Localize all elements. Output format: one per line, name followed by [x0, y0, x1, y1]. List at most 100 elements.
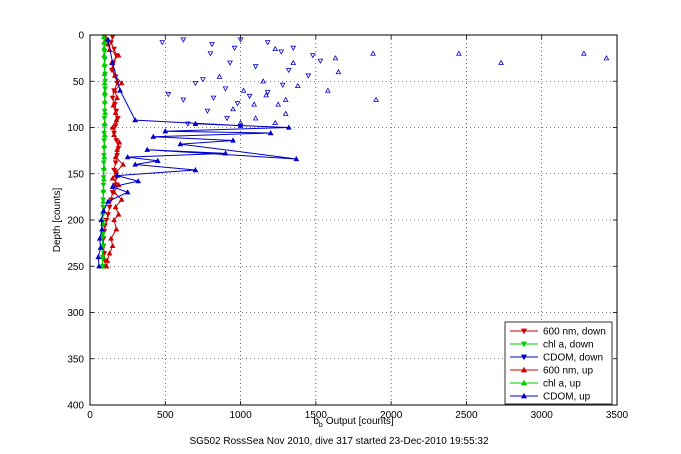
series-4	[99, 33, 108, 269]
data-point	[135, 178, 142, 184]
data-point	[109, 95, 116, 101]
data-point	[159, 40, 166, 46]
legend-label: CDOM, down	[543, 353, 603, 364]
data-point	[113, 226, 120, 232]
y-tick-label: 100	[67, 123, 84, 134]
data-point	[498, 59, 504, 65]
data-point	[222, 150, 229, 156]
data-point	[263, 92, 270, 98]
y-tick-label: 250	[67, 262, 84, 273]
data-point	[162, 128, 169, 134]
data-point	[96, 263, 102, 269]
data-point	[103, 263, 110, 269]
legend-marker	[520, 328, 528, 335]
data-point	[111, 167, 117, 174]
data-point	[192, 167, 199, 173]
y-tick-label: 350	[67, 354, 84, 365]
data-point	[124, 154, 131, 160]
legend: 600 nm, down chl a, down CDOM, down 600 nm,…	[504, 321, 613, 405]
data-point	[115, 211, 122, 217]
data-point	[118, 196, 125, 202]
legend-marker	[520, 392, 528, 399]
data-point	[222, 86, 229, 92]
data-point	[100, 160, 107, 166]
series-2	[159, 37, 324, 127]
data-point	[101, 142, 108, 149]
data-point	[192, 80, 199, 87]
data-point	[116, 139, 123, 145]
data-point	[111, 189, 117, 195]
data-point	[102, 120, 108, 126]
data-point	[109, 175, 116, 181]
data-point	[285, 67, 292, 74]
y-tick-label: 150	[67, 169, 84, 180]
data-point	[100, 198, 107, 204]
data-point	[111, 131, 117, 138]
data-point	[603, 55, 610, 61]
data-point	[305, 73, 312, 79]
data-point	[165, 92, 172, 98]
data-point	[210, 95, 217, 101]
legend-label: 600 nm, down	[543, 327, 606, 338]
data-point	[209, 42, 215, 48]
data-point	[113, 168, 120, 175]
data-point	[101, 52, 108, 58]
data-point	[105, 212, 111, 218]
x-tick-label: 1500	[305, 410, 328, 421]
data-point	[132, 117, 139, 123]
legend-marker	[520, 366, 528, 373]
grid-lines	[90, 35, 617, 405]
data-point	[99, 253, 106, 260]
data-point	[373, 96, 379, 102]
data-point	[252, 64, 259, 70]
data-point	[112, 154, 119, 160]
x-axis-label-text: Output [counts]	[326, 416, 394, 427]
data-point	[101, 116, 108, 122]
data-point	[105, 36, 111, 42]
data-point	[124, 189, 131, 195]
data-point	[234, 101, 241, 107]
x-tick-label: 3000	[531, 410, 554, 421]
data-point	[96, 235, 103, 241]
data-point	[106, 250, 113, 256]
data-point	[580, 50, 587, 56]
data-point	[99, 263, 106, 269]
data-point	[227, 60, 233, 66]
data-point	[272, 119, 279, 126]
data-point	[240, 87, 247, 93]
data-point	[294, 82, 301, 89]
data-point	[317, 58, 324, 64]
data-point	[290, 45, 297, 51]
data-point	[109, 59, 116, 65]
x-axis-label-subscript: b	[319, 422, 323, 429]
data-point	[231, 45, 238, 51]
data-point	[101, 89, 108, 95]
data-point	[111, 46, 117, 52]
data-point	[237, 119, 244, 126]
data-point	[109, 124, 116, 130]
data-point	[332, 55, 339, 61]
legend-box	[504, 321, 613, 405]
y-tick-label: 50	[73, 77, 85, 88]
data-point	[335, 68, 342, 75]
y-axis-label: Depth [counts]	[52, 188, 63, 253]
data-point	[204, 108, 211, 114]
data-point	[101, 154, 108, 160]
figure-caption: SG502 RossSea Nov 2010, dive 317 started…	[189, 436, 489, 447]
data-point	[456, 50, 462, 56]
axis-ticks: 0 500 1000 1500 2000 2500 3000 3500 0 50 100 150 200…	[67, 31, 628, 422]
data-point	[110, 102, 117, 108]
data-point	[101, 61, 108, 67]
data-point	[279, 82, 286, 88]
data-point	[114, 146, 120, 152]
x-tick-label: 1000	[229, 410, 252, 421]
x-tick-label: 2000	[380, 410, 403, 421]
y-tick-label: 0	[78, 31, 84, 42]
data-point	[224, 116, 230, 122]
data-point	[144, 146, 151, 152]
data-point	[112, 160, 119, 166]
data-point	[278, 49, 285, 55]
data-point	[216, 73, 223, 79]
data-point	[112, 109, 119, 115]
